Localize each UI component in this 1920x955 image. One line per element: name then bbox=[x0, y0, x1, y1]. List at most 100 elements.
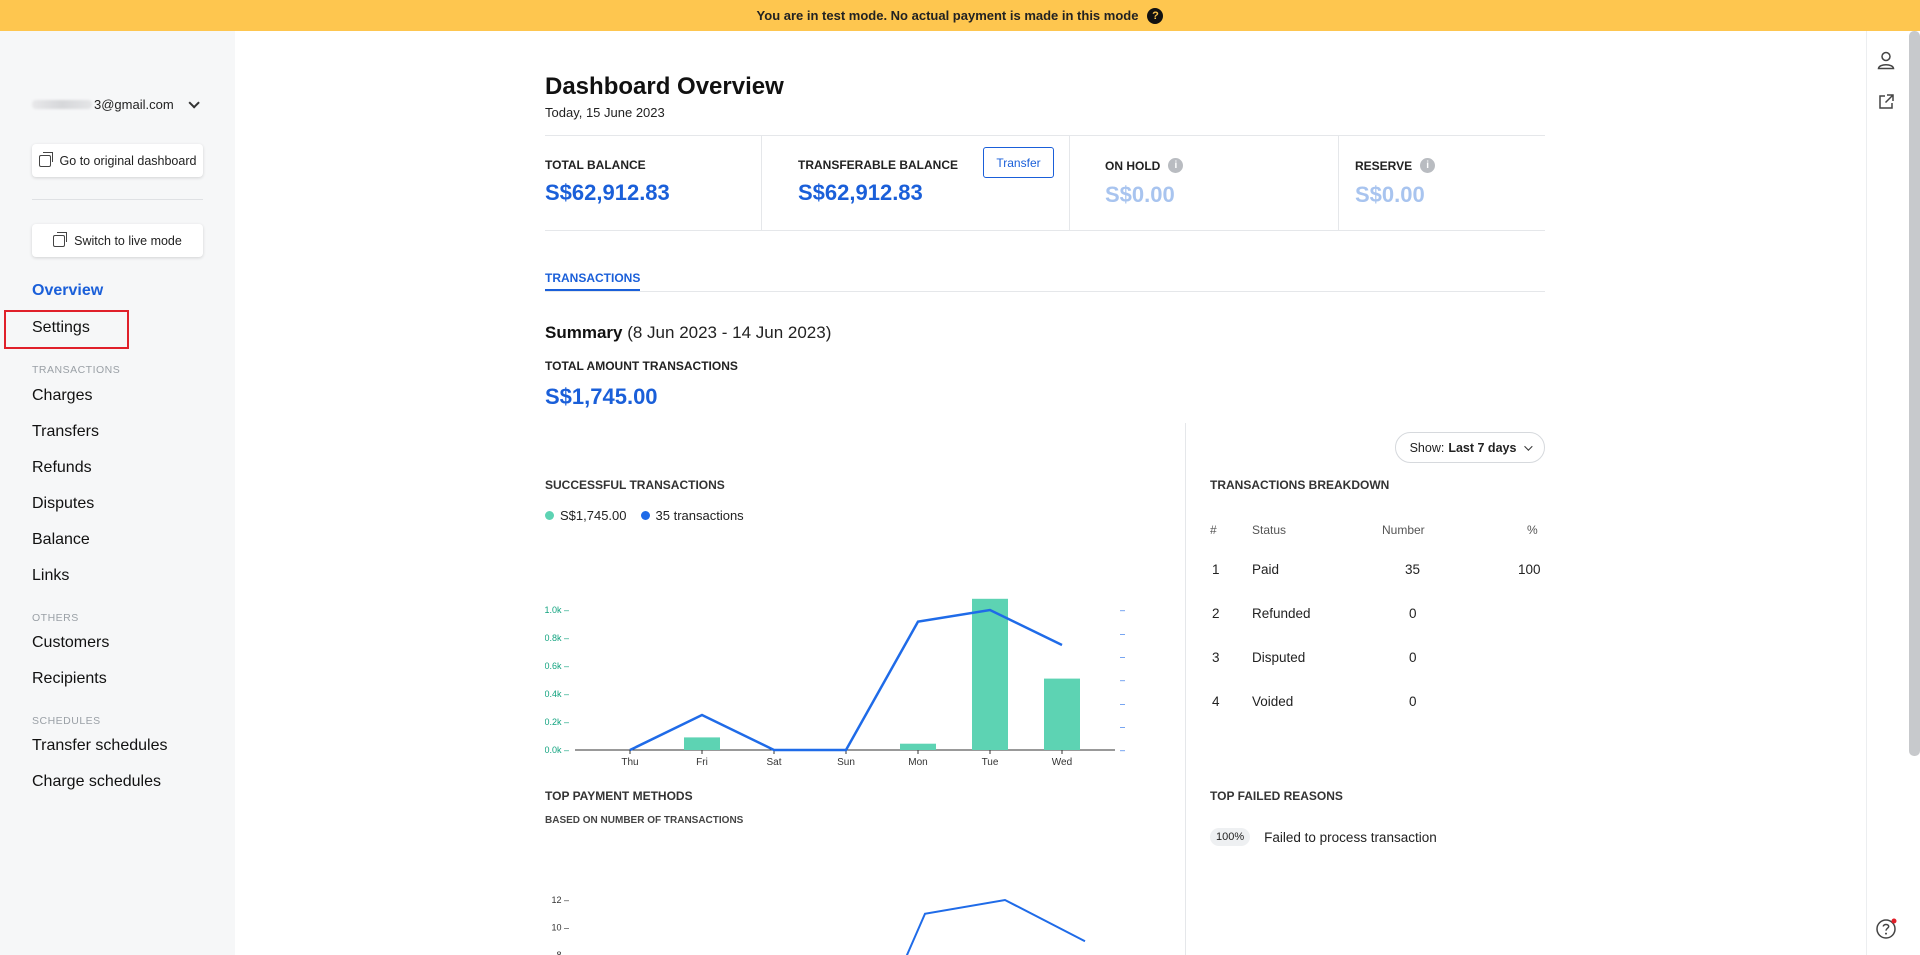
legend-count: 35 transactions bbox=[655, 508, 744, 523]
y-left-tick-label: 0.4k – bbox=[545, 689, 569, 699]
y-left-tick-label: 0.6k – bbox=[545, 661, 569, 671]
y-tick-label: 8 – bbox=[556, 950, 569, 955]
chart-bar bbox=[1044, 678, 1080, 750]
series-line-transactions bbox=[629, 608, 1063, 752]
sidebar-item-recipients[interactable]: Recipients bbox=[32, 670, 107, 687]
total-balance-card: TOTAL BALANCE S$62,912.83 bbox=[545, 136, 761, 231]
copy-window-icon bbox=[53, 231, 68, 247]
help-circle-icon[interactable] bbox=[1875, 918, 1897, 940]
reserve-card: RESERVE i S$0.00 bbox=[1355, 136, 1545, 231]
y-tick-label: 12 – bbox=[551, 895, 569, 905]
chart-bar bbox=[972, 598, 1008, 750]
transferable-balance-label: TRANSFERABLE BALANCE bbox=[798, 158, 958, 172]
failed-reason-text: Failed to process transaction bbox=[1264, 829, 1437, 845]
go-original-dashboard-button[interactable]: Go to original dashboard bbox=[32, 144, 203, 177]
sidebar-item-balance[interactable]: Balance bbox=[32, 531, 90, 548]
scrollbar[interactable] bbox=[1909, 31, 1920, 756]
info-icon[interactable]: i bbox=[1168, 158, 1184, 173]
x-tick-label: Wed bbox=[1052, 757, 1072, 768]
table-row-index: 1 bbox=[1212, 562, 1220, 577]
legend-amount: S$1,745.00 bbox=[560, 508, 627, 523]
go-original-label: Go to original dashboard bbox=[59, 153, 197, 168]
sidebar-item-overview[interactable]: Overview bbox=[32, 282, 104, 299]
section-divider bbox=[1185, 423, 1186, 955]
transferable-balance-card: TRANSFERABLE BALANCE S$62,912.83 bbox=[798, 136, 1058, 231]
period-dropdown-label: Show: bbox=[1409, 440, 1445, 455]
tab-transactions[interactable]: TRANSACTIONS bbox=[545, 271, 641, 291]
sidebar-item-charges[interactable]: Charges bbox=[32, 387, 93, 404]
help-icon[interactable]: ? bbox=[1147, 7, 1164, 24]
top-payment-methods-subtitle: BASED ON NUMBER OF TRANSACTIONS bbox=[545, 815, 744, 826]
total-balance-value: S$62,912.83 bbox=[545, 180, 670, 205]
x-tick-label: Tue bbox=[982, 757, 999, 768]
y-right-tick-label: – 0 bbox=[1120, 745, 1125, 755]
top-payment-methods-title: TOP PAYMENT METHODS bbox=[545, 789, 693, 803]
period-dropdown[interactable]: Show: Last 7 days bbox=[1395, 432, 1545, 463]
switch-live-mode-button[interactable]: Switch to live mode bbox=[32, 224, 203, 257]
period-dropdown-value: Last 7 days bbox=[1448, 440, 1517, 455]
x-tick-label: Sun bbox=[837, 757, 855, 768]
sidebar-item-links[interactable]: Links bbox=[32, 567, 70, 584]
on-hold-value: S$0.00 bbox=[1105, 182, 1175, 207]
reserve-label: RESERVE i bbox=[1355, 158, 1436, 173]
x-tick-label: Fri bbox=[696, 757, 708, 768]
sidebar-item-charge-schedules[interactable]: Charge schedules bbox=[32, 773, 161, 790]
page-date: Today, 15 June 2023 bbox=[545, 105, 665, 120]
y-left-tick-label: 0.2k – bbox=[545, 717, 569, 727]
transferable-balance-value: S$62,912.83 bbox=[798, 180, 923, 205]
breakdown-header-number: Number bbox=[1382, 523, 1425, 537]
y-left-tick-label: 0.0k – bbox=[545, 745, 569, 755]
chart-bar bbox=[684, 737, 720, 750]
reserve-value: S$0.00 bbox=[1355, 182, 1425, 207]
sidebar-item-transfer-schedules[interactable]: Transfer schedules bbox=[32, 737, 168, 754]
failed-reason-row: 100% Failed to process transaction bbox=[1210, 828, 1437, 846]
y-left-tick-label: 0.8k – bbox=[545, 633, 569, 643]
y-right-tick-label: – 12 bbox=[1120, 605, 1125, 615]
y-right-tick-label: – 10 bbox=[1120, 628, 1125, 638]
table-row-index: 3 bbox=[1212, 650, 1220, 665]
payment-methods-chart: 12 – 10 – 8 – bbox=[551, 895, 1086, 955]
sidebar-item-customers[interactable]: Customers bbox=[32, 634, 110, 651]
chevron-down-icon bbox=[1524, 441, 1534, 451]
user-icon[interactable] bbox=[1875, 49, 1897, 71]
transfer-button[interactable]: Transfer bbox=[983, 147, 1054, 178]
chevron-down-icon bbox=[188, 96, 200, 109]
breakdown-header-pct: % bbox=[1527, 523, 1538, 537]
sidebar-item-refunds[interactable]: Refunds bbox=[32, 459, 92, 476]
table-row-index: 2 bbox=[1212, 606, 1220, 621]
y-right-tick-label: – 6 bbox=[1120, 675, 1125, 685]
banner-text: You are in test mode. No actual payment … bbox=[756, 8, 1139, 23]
successful-transactions-chart: 0.0k – 0.2k – 0.4k – 0.6k – 0.8k – 1.0k – – 0 –… bbox=[545, 598, 1125, 768]
account-email: 3@gmail.com bbox=[94, 97, 174, 112]
balance-cards: TOTAL BALANCE S$62,912.83 TRANSFERABLE B… bbox=[545, 135, 1545, 231]
table-row-number: 0 bbox=[1409, 694, 1417, 709]
table-row-index: 4 bbox=[1212, 694, 1220, 709]
card-divider bbox=[1338, 136, 1339, 231]
sidebar: 3@gmail.com Go to original dashboard Swi… bbox=[0, 31, 235, 955]
external-link-icon[interactable] bbox=[1875, 91, 1897, 113]
info-icon[interactable]: i bbox=[1420, 158, 1436, 173]
total-amount-label: TOTAL AMOUNT TRANSACTIONS bbox=[545, 359, 738, 373]
y-right-tick-label: – 4 bbox=[1120, 698, 1125, 708]
on-hold-card: ON HOLD i S$0.00 bbox=[1105, 136, 1335, 231]
sidebar-item-settings[interactable]: Settings bbox=[32, 319, 90, 336]
x-tick-label: Sat bbox=[766, 757, 781, 768]
tab-underline bbox=[545, 291, 1545, 292]
breakdown-header-index: # bbox=[1210, 523, 1217, 537]
breakdown-header-status: Status bbox=[1252, 523, 1287, 537]
page-title: Dashboard Overview bbox=[545, 73, 784, 100]
legend-count-dot bbox=[640, 511, 650, 520]
breakdown-title: TRANSACTIONS BREAKDOWN bbox=[1210, 478, 1390, 492]
chart-legend: S$1,745.00 35 transactions bbox=[545, 508, 744, 523]
chart-bar bbox=[900, 743, 936, 750]
sidebar-item-transfers[interactable]: Transfers bbox=[32, 423, 99, 440]
table-row-status: Refunded bbox=[1252, 606, 1311, 621]
y-right-tick-label: – 8 bbox=[1120, 652, 1125, 662]
account-selector[interactable]: 3@gmail.com bbox=[32, 96, 200, 112]
settings-highlight bbox=[4, 310, 129, 349]
summary-heading: Summary bbox=[545, 323, 623, 342]
sidebar-item-disputes[interactable]: Disputes bbox=[32, 495, 95, 512]
table-row-number: 35 bbox=[1405, 562, 1421, 577]
summary-range: (8 Jun 2023 - 14 Jun 2023) bbox=[627, 323, 832, 342]
section-others: OTHERS bbox=[32, 612, 79, 624]
